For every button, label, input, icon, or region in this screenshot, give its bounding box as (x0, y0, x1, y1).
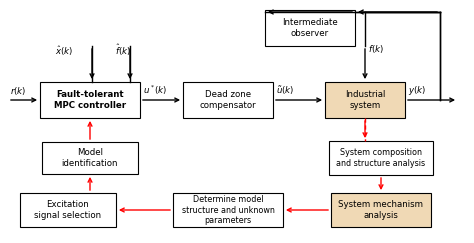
Text: $\hat{f}(k)$: $\hat{f}(k)$ (115, 43, 131, 58)
Text: Model
identification: Model identification (62, 148, 118, 168)
Text: Fault-tolerant
MPC controller: Fault-tolerant MPC controller (54, 90, 126, 110)
Text: $r(k)$: $r(k)$ (10, 85, 27, 97)
Text: Industrial
system: Industrial system (345, 90, 385, 110)
Text: Intermediate
observer: Intermediate observer (282, 18, 338, 38)
FancyBboxPatch shape (40, 82, 140, 118)
Text: $\hat{x}(k)$: $\hat{x}(k)$ (55, 44, 73, 58)
FancyBboxPatch shape (173, 193, 283, 227)
Text: System composition
and structure analysis: System composition and structure analysi… (337, 148, 426, 168)
Text: Excitation
signal selection: Excitation signal selection (35, 200, 101, 220)
FancyBboxPatch shape (329, 141, 433, 175)
Text: Dead zone
compensator: Dead zone compensator (200, 90, 256, 110)
Text: $f(k)$: $f(k)$ (368, 43, 384, 55)
FancyBboxPatch shape (265, 10, 355, 46)
FancyBboxPatch shape (20, 193, 116, 227)
FancyBboxPatch shape (331, 193, 431, 227)
Text: Determine model
structure and unknown
parameters: Determine model structure and unknown pa… (182, 195, 274, 225)
FancyBboxPatch shape (42, 142, 138, 174)
Text: $\tilde{u}(k)$: $\tilde{u}(k)$ (276, 84, 294, 97)
Text: System mechanism
analysis: System mechanism analysis (338, 200, 423, 220)
FancyBboxPatch shape (325, 82, 405, 118)
Text: $u^*(k)$: $u^*(k)$ (143, 84, 167, 97)
FancyBboxPatch shape (183, 82, 273, 118)
Text: $y(k)$: $y(k)$ (408, 84, 426, 97)
